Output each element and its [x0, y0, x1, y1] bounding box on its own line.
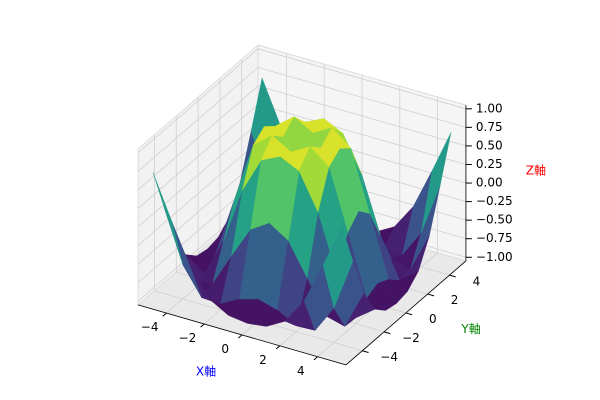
z-tick-label: 0.00: [476, 176, 503, 190]
y-tick-label: 4: [473, 274, 481, 288]
y-tick: [427, 293, 435, 297]
y-tick: [449, 274, 456, 278]
x-tick-label: 4: [297, 364, 305, 378]
x-tick-label: −4: [141, 320, 159, 334]
grid-line: [137, 67, 259, 172]
grid-line: [137, 122, 259, 228]
z-tick-label: 0.25: [476, 157, 503, 171]
x-tick-label: 0: [221, 342, 229, 356]
surface-patch: [152, 172, 183, 265]
x-tick: [238, 334, 243, 339]
grid-line: [137, 104, 259, 209]
x-tick-label: −2: [179, 331, 197, 345]
y-tick: [383, 331, 391, 335]
z-tick-label: 0.50: [476, 138, 503, 152]
x-tick: [200, 323, 205, 328]
z-tick-label: −0.25: [476, 194, 513, 208]
y-tick-label: −2: [402, 331, 420, 345]
grid-line: [137, 85, 259, 191]
x-axis-label: X軸: [196, 365, 216, 379]
x-tick: [162, 312, 167, 317]
grid-line: [257, 66, 467, 128]
x-tick-label: 2: [259, 353, 267, 367]
z-tick-label: 0.75: [476, 120, 503, 134]
surface-patch: [421, 132, 452, 233]
z-tick-label: −1.00: [476, 250, 513, 264]
grid-line: [137, 141, 259, 246]
z-axis-label: Z軸: [526, 164, 546, 178]
y-tick-label: −4: [380, 350, 398, 364]
y-tick: [362, 350, 369, 354]
z-tick-label: −0.50: [476, 213, 513, 227]
grid-line: [257, 104, 467, 165]
y-tick: [405, 312, 413, 316]
x-tick: [313, 356, 318, 361]
y-axis-label: Y軸: [460, 322, 480, 336]
y-tick-label: 0: [429, 312, 437, 326]
z-tick-label: −0.75: [476, 231, 513, 245]
surface-patch: [298, 146, 330, 213]
surface-patch: [322, 226, 354, 309]
grid-line: [257, 85, 467, 147]
grid-line: [257, 48, 467, 110]
x-tick: [275, 345, 281, 350]
grid-line: [137, 159, 259, 265]
z-tick-label: 1.00: [476, 101, 503, 115]
grid-line: [137, 48, 259, 154]
axis-line: [345, 260, 467, 366]
axis-line: [137, 304, 347, 366]
y-tick-label: 2: [451, 293, 459, 307]
